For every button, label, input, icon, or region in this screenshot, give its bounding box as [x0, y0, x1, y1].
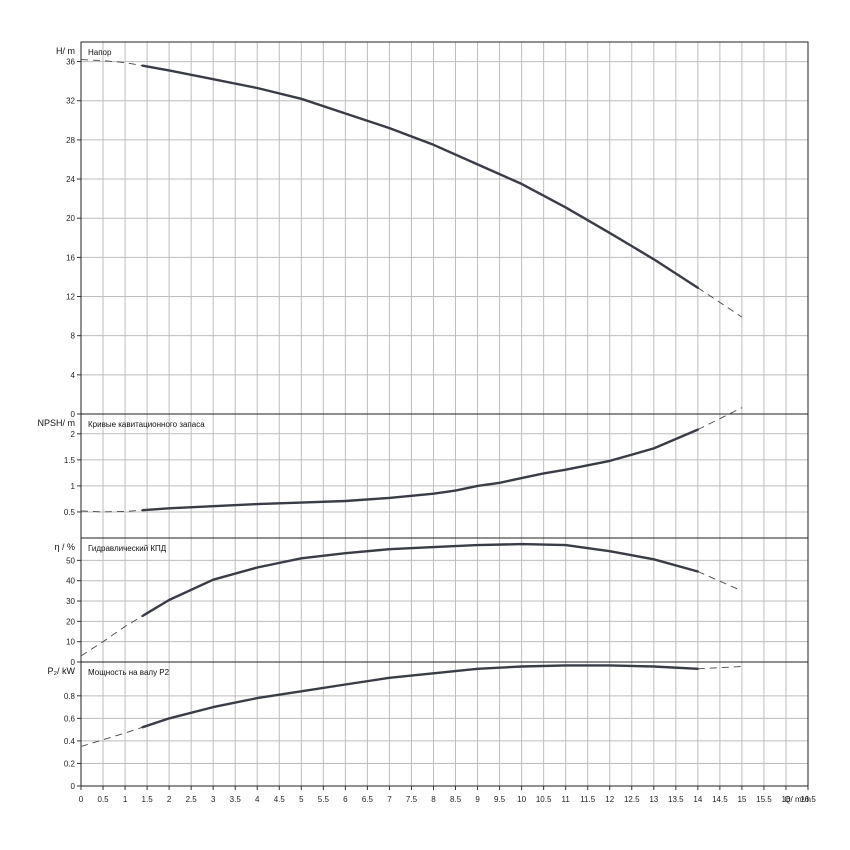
y-axis-label: H/ m: [56, 46, 75, 56]
curve-eff-dashed-start: [80, 615, 143, 657]
curve-power: [141, 664, 699, 729]
panel-title: Кривые кавитационного запаса: [88, 420, 205, 429]
x-tick-label: 9.5: [494, 795, 506, 804]
y-tick-label: 1: [71, 482, 76, 491]
y-tick-label: 0.8: [64, 692, 76, 701]
x-tick-label: 12.5: [624, 795, 640, 804]
curve-eff: [141, 542, 699, 618]
y-tick-label: 0.2: [64, 759, 76, 768]
x-tick-label: 10.5: [536, 795, 552, 804]
y-tick-label: 30: [66, 597, 75, 606]
x-tick-label: 9: [475, 795, 480, 804]
y-tick-label: 0: [71, 410, 76, 419]
curve-npsh-dashed-start: [80, 509, 143, 513]
curve-power-dashed-start: [80, 726, 143, 747]
curve-head: [141, 64, 699, 289]
y-tick-label: 0.5: [64, 508, 76, 517]
curve-power-dashed-end: [697, 666, 742, 670]
y-axis-label: NPSH/ m: [37, 418, 75, 428]
x-tick-label: 11: [562, 795, 571, 804]
y-tick-label: 12: [66, 293, 75, 302]
y-tick-label: 20: [66, 617, 75, 626]
x-tick-label: 6.5: [362, 795, 374, 804]
x-tick-label: 0.5: [97, 795, 109, 804]
panel-frame: [80, 661, 809, 787]
curve-npsh-dashed-end: [697, 407, 743, 431]
y-tick-label: 0: [71, 658, 76, 667]
y-tick-label: 2: [71, 430, 76, 439]
x-tick-label: 8.5: [450, 795, 462, 804]
x-tick-label: 7: [387, 795, 392, 804]
y-axis-label: η / %: [54, 542, 75, 552]
x-tick-label: 16: [782, 795, 791, 804]
y-tick-label: 8: [71, 332, 76, 341]
x-tick-label: 5.5: [318, 795, 330, 804]
curve-head-dashed-end: [697, 287, 743, 318]
x-tick-label: 13.5: [668, 795, 684, 804]
panel-frame: [80, 41, 809, 415]
x-tick-label: 10: [517, 795, 526, 804]
panel-npsh: 0.5 1 1.5 2 NPSH/ m Кривые кавитационного зап…: [37, 407, 809, 539]
x-axis-label: Q/ m³/h: [784, 795, 811, 804]
curve-eff-dashed-end: [697, 571, 743, 592]
y-tick-label: 40: [66, 577, 75, 586]
x-tick-label: 7.5: [406, 795, 418, 804]
y-tick-label: 32: [66, 97, 75, 106]
x-tick-label: 2.5: [186, 795, 198, 804]
y-tick-label: 0.6: [64, 714, 76, 723]
x-tick-label: 15.5: [756, 795, 772, 804]
panel-frame: [80, 413, 809, 539]
panel-title: Гидравлический КПД: [88, 544, 167, 553]
panel-title: Напор: [88, 48, 112, 57]
panel-power: 0 0.2 0.4 0.6 0.8 P₂/ kW Мощность на валу P2: [48, 661, 809, 791]
panel-eff: 0 10 20 30 40 50 η / % Гидравлический КПД: [54, 537, 809, 667]
x-tick-label: 14.5: [712, 795, 728, 804]
x-tick-label: 1.5: [142, 795, 154, 804]
x-tick-label: 15: [737, 795, 746, 804]
y-tick-label: 50: [66, 556, 75, 565]
panel-head: 0 4 8 12 16 20 24 28 32 36 H/ m Напор: [56, 41, 809, 419]
curve-npsh: [141, 428, 699, 512]
panel-title: Мощность на валу P2: [88, 668, 170, 677]
x-tick-label: 5: [299, 795, 304, 804]
x-tick-label: 11.5: [580, 795, 596, 804]
x-tick-label: 1: [123, 795, 128, 804]
x-tick-label: 4.5: [274, 795, 286, 804]
x-tick-label: 4: [255, 795, 260, 804]
y-tick-label: 1.5: [64, 456, 76, 465]
y-tick-label: 0.4: [64, 737, 76, 746]
x-tick-label: 8: [431, 795, 436, 804]
x-tick-label: 14: [693, 795, 702, 804]
curve-head-dashed-start: [80, 59, 143, 67]
y-tick-label: 36: [66, 58, 75, 67]
x-tick-label: 3.5: [230, 795, 242, 804]
x-tick-label: 6: [343, 795, 348, 804]
x-tick-label: 2: [167, 795, 172, 804]
x-axis: 0 0.5 1 1.5 2 2.5 3 3.5 4 4.5 5 5.5 6 6.5 7 7.5 8 8.5 9 9.5…: [79, 786, 816, 804]
x-tick-label: 3: [211, 795, 216, 804]
x-tick-label: 16.5: [800, 795, 816, 804]
y-tick-label: 0: [71, 782, 76, 791]
y-tick-label: 28: [66, 136, 75, 145]
y-tick-label: 10: [66, 638, 75, 647]
panel-frame: [80, 537, 809, 663]
x-tick-label: 12: [605, 795, 614, 804]
y-axis-label: P₂/ kW: [48, 666, 76, 676]
x-tick-label: 0: [79, 795, 84, 804]
y-tick-label: 16: [66, 253, 75, 262]
y-tick-label: 24: [66, 175, 75, 184]
x-tick-label: 13: [649, 795, 658, 804]
y-tick-label: 4: [71, 371, 76, 380]
y-tick-label: 20: [66, 214, 75, 223]
